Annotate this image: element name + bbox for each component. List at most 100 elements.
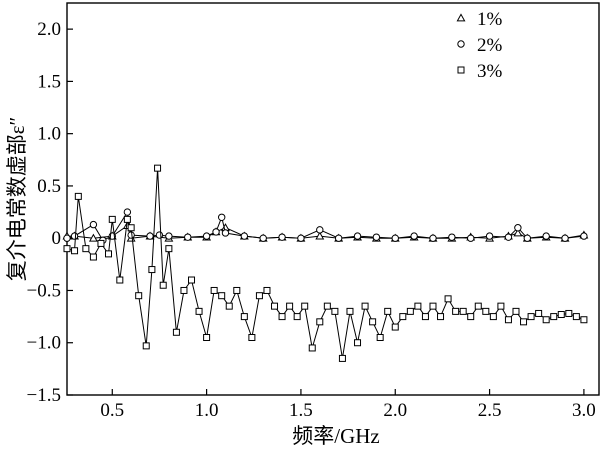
series-point — [467, 313, 475, 321]
y-tick-label: 0.5 — [37, 176, 61, 197]
series-point — [63, 234, 71, 242]
series-point — [444, 295, 452, 303]
series-point — [135, 292, 143, 300]
series-point — [82, 245, 90, 253]
series-point — [89, 220, 98, 229]
x-tick-label: 2.5 — [478, 400, 502, 421]
series-point — [523, 234, 532, 242]
series-point — [316, 318, 324, 326]
series-point — [123, 208, 132, 216]
series-point — [565, 309, 573, 317]
series-point — [346, 307, 354, 315]
series-point — [580, 232, 588, 240]
series-point — [316, 226, 324, 234]
series-point — [210, 286, 218, 294]
y-axis-label: 复介电常数虚部ε″ — [5, 117, 29, 282]
series-point — [165, 245, 173, 253]
series-point — [123, 215, 131, 223]
series-point — [233, 286, 241, 294]
series-point — [514, 224, 522, 232]
series-point — [146, 232, 154, 240]
series-point — [172, 328, 180, 336]
series-point — [489, 313, 497, 321]
x-axis-ticks: 0.5 1.0 1.5 2.0 2.5 3.0 — [100, 389, 596, 421]
series-point — [212, 228, 220, 236]
series-point — [70, 232, 79, 240]
x-tick-label: 2.0 — [383, 400, 407, 421]
plot-frame — [66, 2, 600, 396]
legend-item: 2% — [457, 35, 503, 56]
series-point — [248, 334, 256, 342]
series-point — [127, 224, 135, 232]
legend-marker — [457, 40, 465, 48]
x-tick-label: 1.0 — [195, 400, 219, 421]
legend-label: 2% — [477, 35, 503, 56]
series-point — [429, 234, 437, 242]
series-point — [448, 233, 456, 241]
series-point — [71, 247, 79, 255]
series-point — [225, 302, 233, 310]
series-point — [221, 229, 230, 237]
series-point — [127, 231, 135, 239]
series-point — [108, 215, 116, 223]
series-point — [334, 234, 343, 242]
legend-label: 3% — [477, 61, 503, 82]
series-point — [240, 313, 248, 321]
series-point — [572, 313, 580, 321]
series-point — [561, 234, 569, 242]
series-point — [437, 313, 445, 321]
series-point — [116, 276, 124, 284]
x-tick-label: 3.0 — [572, 400, 596, 421]
y-tick-label: −0.5 — [27, 280, 61, 301]
series-point — [202, 232, 211, 240]
series-point — [89, 253, 97, 261]
series-point — [217, 213, 226, 221]
series-point — [155, 231, 164, 239]
series-point — [361, 302, 369, 310]
series-point — [391, 323, 399, 331]
x-axis-label: 频率/GHz — [292, 424, 380, 448]
series-point — [293, 313, 301, 321]
series-point — [399, 313, 407, 321]
series-point — [550, 313, 558, 321]
legend-label: 1% — [477, 9, 503, 30]
legend-item: 3% — [457, 61, 503, 82]
series-point — [88, 233, 98, 242]
series-point — [504, 316, 512, 324]
y-tick-label: 1.0 — [37, 124, 61, 145]
legend: 1% 2% 3% — [456, 9, 503, 82]
series-point — [485, 232, 494, 240]
series-point — [421, 313, 429, 321]
series-point — [474, 302, 482, 310]
legend-marker — [457, 66, 465, 74]
series-point — [331, 307, 339, 315]
y-tick-label: −1.0 — [27, 333, 61, 354]
series-point — [188, 276, 196, 284]
series-point — [259, 234, 267, 242]
series-point — [154, 164, 162, 172]
series-point — [410, 232, 418, 240]
series-point — [308, 344, 316, 352]
series-point — [142, 342, 150, 350]
series-point — [414, 302, 422, 310]
series-point — [203, 334, 211, 342]
series-point — [338, 354, 346, 362]
series-point — [74, 192, 82, 200]
y-axis-ticks: 2.0 1.5 1.0 0.5 0 −0.5 −1.0 −1.5 — [27, 19, 73, 406]
series-point — [504, 233, 513, 241]
series-point — [459, 307, 467, 315]
series-point — [535, 309, 543, 317]
y-tick-label: 2.0 — [37, 19, 61, 40]
series-point — [278, 233, 286, 241]
series-point — [255, 292, 263, 300]
series-point — [301, 302, 309, 310]
series-point — [391, 234, 399, 242]
x-tick-label: 0.5 — [100, 400, 124, 421]
series-point — [482, 307, 490, 315]
series-layer — [62, 164, 589, 362]
y-tick-label: 1.5 — [37, 71, 61, 92]
series-point — [180, 286, 188, 294]
series-point — [323, 302, 331, 310]
series-point — [513, 228, 523, 237]
